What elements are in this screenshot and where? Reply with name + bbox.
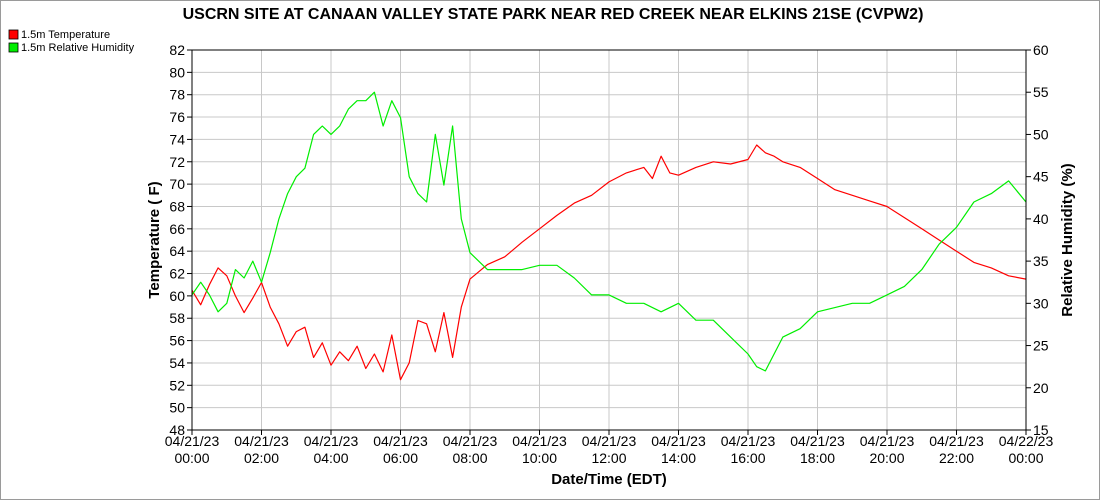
legend-label-temperature: 1.5m Temperature [21, 29, 110, 41]
x-tick-label-date: 04/21/23 [860, 433, 915, 449]
x-tick-label-time: 02:00 [244, 450, 279, 466]
y-tick-label-left: 76 [169, 109, 185, 125]
x-tick-label-date: 04/22/23 [999, 433, 1054, 449]
x-tick-label-time: 22:00 [939, 450, 974, 466]
legend-label-humidity: 1.5m Relative Humidity [21, 42, 135, 54]
y-tick-label-left: 48 [169, 422, 185, 438]
legend: 1.5m Temperature 1.5m Relative Humidity [8, 29, 135, 54]
x-tick-label-date: 04/21/23 [721, 433, 776, 449]
x-tick-label-date: 04/21/23 [165, 433, 220, 449]
series-line-temperature [191, 144, 1027, 381]
x-tick-label-date: 04/21/23 [929, 433, 984, 449]
y-tick-label-left: 64 [169, 243, 185, 259]
legend-swatch-temperature [8, 29, 19, 40]
x-tick-label-date: 04/21/23 [582, 433, 637, 449]
gridlines [187, 49, 1031, 435]
x-tick-label-time: 08:00 [452, 450, 487, 466]
x-tick-label-date: 04/21/23 [512, 433, 567, 449]
y-tick-label-left: 50 [169, 400, 185, 416]
y-tick-label-left: 72 [169, 154, 185, 170]
chart-title: USCRN SITE AT CANAAN VALLEY STATE PARK N… [183, 6, 924, 23]
x-tick-label-date: 04/21/23 [651, 433, 706, 449]
x-tick-label-date: 04/21/23 [234, 433, 289, 449]
y-tick-label-right: 20 [1033, 380, 1049, 396]
x-tick-label-time: 10:00 [522, 450, 557, 466]
y-tick-label-left: 80 [169, 64, 185, 80]
series-line-humidity [191, 91, 1027, 372]
y-tick-label-right: 55 [1033, 84, 1049, 100]
y-axis-title-right: Relative Humidity (%) [1059, 163, 1076, 316]
x-tick-label-time: 04:00 [313, 450, 348, 466]
series-lines [191, 91, 1027, 381]
x-tick-label-time: 16:00 [730, 450, 765, 466]
x-tick-label-date: 04/21/23 [373, 433, 428, 449]
x-tick-label-time: 20:00 [869, 450, 904, 466]
y-tick-label-left: 58 [169, 310, 185, 326]
y-tick-label-right: 60 [1033, 42, 1049, 58]
x-axis-title: Date/Time (EDT) [551, 471, 667, 488]
y-tick-label-right: 30 [1033, 295, 1049, 311]
x-tick-label-time: 00:00 [1008, 450, 1043, 466]
y-tick-label-right: 40 [1033, 211, 1049, 227]
y-tick-label-right: 25 [1033, 338, 1049, 354]
y-tick-label-left: 68 [169, 198, 185, 214]
x-tick-label-time: 12:00 [591, 450, 626, 466]
x-tick-label-time: 18:00 [800, 450, 835, 466]
x-tick-label-date: 04/21/23 [790, 433, 845, 449]
y-tick-label-right: 15 [1033, 422, 1049, 438]
y-tick-label-left: 54 [169, 355, 185, 371]
x-tick-label-time: 00:00 [174, 450, 209, 466]
y-tick-label-left: 66 [169, 221, 185, 237]
plot-area-border [191, 49, 1027, 431]
y-tick-label-left: 82 [169, 42, 185, 58]
y-tick-label-left: 70 [169, 176, 185, 192]
y-tick-label-right: 45 [1033, 169, 1049, 185]
legend-swatch-humidity [8, 42, 19, 53]
y-tick-label-left: 74 [169, 131, 185, 147]
x-tick-label-date: 04/21/23 [443, 433, 498, 449]
x-tick-label-time: 14:00 [661, 450, 696, 466]
y-tick-label-left: 52 [169, 377, 185, 393]
x-tick-label-date: 04/21/23 [304, 433, 359, 449]
tick-labels: 48 50 52 54 56 58 60 62 64 66 68 70 72 74 76 78 80 82 15 20… [165, 42, 1054, 466]
x-tick-label-time: 06:00 [383, 450, 418, 466]
y-tick-label-left: 60 [169, 288, 185, 304]
y-tick-label-left: 56 [169, 333, 185, 349]
y-tick-label-right: 35 [1033, 253, 1049, 269]
y-tick-label-left: 78 [169, 87, 185, 103]
y-tick-label-right: 50 [1033, 126, 1049, 142]
y-axis-title-left: Temperature ( F) [146, 181, 163, 298]
y-tick-label-left: 62 [169, 266, 185, 282]
